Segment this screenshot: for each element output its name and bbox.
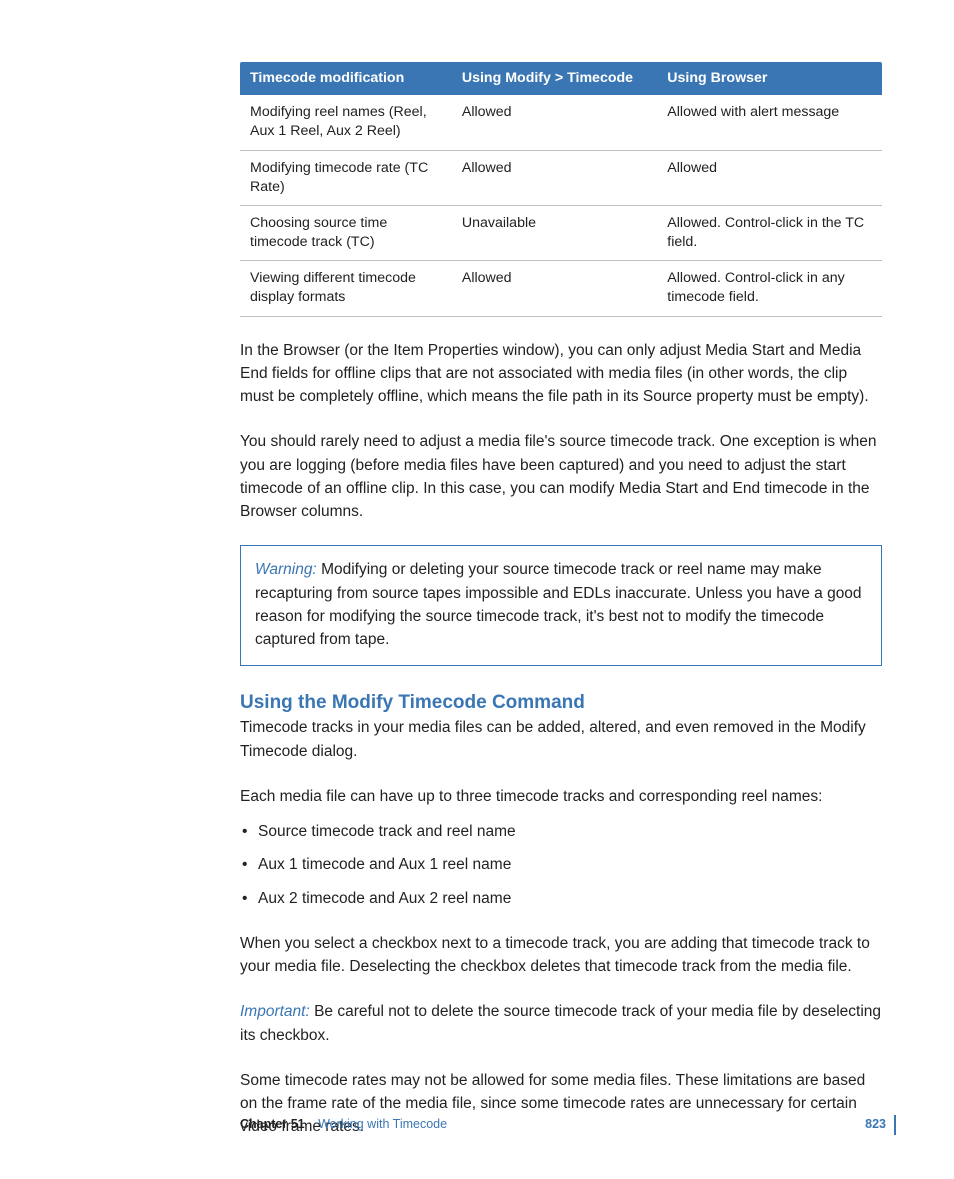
section-heading: Using the Modify Timecode Command <box>240 692 882 714</box>
table-cell: Modifying timecode rate (TC Rate) <box>240 150 452 205</box>
body-paragraph: When you select a checkbox next to a tim… <box>240 932 882 979</box>
document-page: Timecode modification Using Modify > Tim… <box>0 0 954 1179</box>
table-row: Modifying timecode rate (TC Rate) Allowe… <box>240 150 882 205</box>
table-header-cell: Using Modify > Timecode <box>452 62 657 95</box>
table-row: Viewing different timecode display forma… <box>240 261 882 316</box>
list-item: Source timecode track and reel name <box>240 820 882 843</box>
table-cell: Allowed <box>452 95 657 150</box>
warning-callout: Warning: Modifying or deleting your sour… <box>240 545 882 666</box>
table-cell: Allowed. Control-click in any timecode f… <box>657 261 882 316</box>
body-paragraph: You should rarely need to adjust a media… <box>240 430 882 523</box>
timecode-table: Timecode modification Using Modify > Tim… <box>240 62 882 317</box>
chapter-number: Chapter 51 <box>240 1117 305 1131</box>
table-cell: Allowed <box>657 150 882 205</box>
table-header-cell: Using Browser <box>657 62 882 95</box>
list-item: Aux 2 timecode and Aux 2 reel name <box>240 887 882 910</box>
bullet-list: Source timecode track and reel name Aux … <box>240 820 882 910</box>
table-cell: Choosing source time timecode track (TC) <box>240 205 452 260</box>
table-cell: Unavailable <box>452 205 657 260</box>
body-paragraph: In the Browser (or the Item Properties w… <box>240 339 882 409</box>
table-cell: Allowed. Control-click in the TC field. <box>657 205 882 260</box>
table-row: Choosing source time timecode track (TC)… <box>240 205 882 260</box>
page-footer: Chapter 51 Working with Timecode 823 <box>240 1117 886 1131</box>
body-paragraph: Timecode tracks in your media files can … <box>240 716 882 763</box>
table-row: Modifying reel names (Reel, Aux 1 Reel, … <box>240 95 882 150</box>
table-header-cell: Timecode modification <box>240 62 452 95</box>
body-paragraph: Each media file can have up to three tim… <box>240 785 882 808</box>
table-cell: Viewing different timecode display forma… <box>240 261 452 316</box>
important-label: Important: <box>240 1003 314 1020</box>
table-cell: Modifying reel names (Reel, Aux 1 Reel, … <box>240 95 452 150</box>
footer-accent-bar <box>894 1115 896 1135</box>
content-column: Timecode modification Using Modify > Tim… <box>240 62 882 1139</box>
warning-text: Modifying or deleting your source timeco… <box>255 561 862 648</box>
table-cell: Allowed <box>452 150 657 205</box>
chapter-title: Working with Timecode <box>318 1117 447 1131</box>
table-cell: Allowed with alert message <box>657 95 882 150</box>
list-item: Aux 1 timecode and Aux 1 reel name <box>240 853 882 876</box>
table-header-row: Timecode modification Using Modify > Tim… <box>240 62 882 95</box>
page-number: 823 <box>865 1117 886 1131</box>
important-paragraph: Important: Be careful not to delete the … <box>240 1000 882 1047</box>
important-text: Be careful not to delete the source time… <box>240 1003 881 1043</box>
table-cell: Allowed <box>452 261 657 316</box>
warning-label: Warning: <box>255 561 321 578</box>
